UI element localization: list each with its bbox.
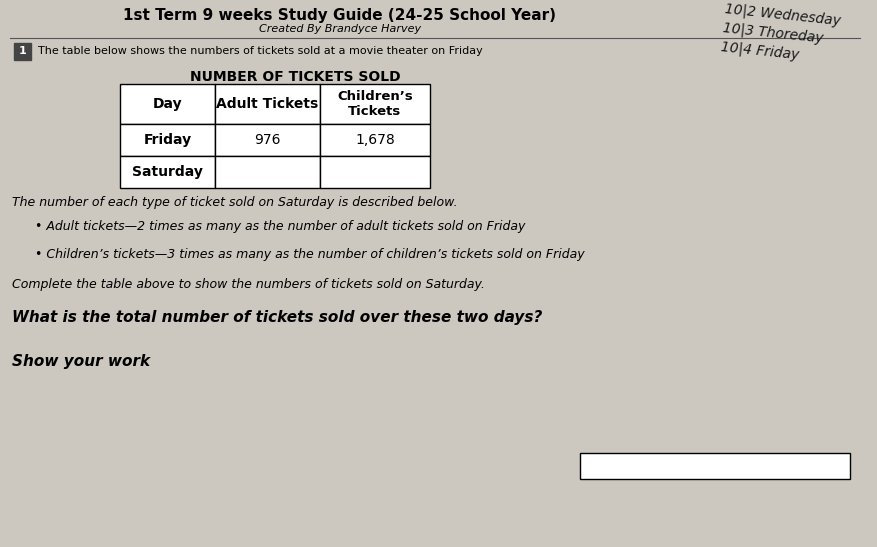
Bar — [215, 84, 319, 124]
Text: Friday: Friday — [143, 133, 191, 147]
Bar — [319, 156, 430, 188]
Bar — [120, 124, 215, 156]
Text: Show your work: Show your work — [12, 354, 150, 369]
Bar — [580, 453, 849, 479]
Bar — [120, 84, 215, 124]
Text: The table below shows the numbers of tickets sold at a movie theater on Friday: The table below shows the numbers of tic… — [38, 46, 482, 56]
Bar — [319, 124, 430, 156]
Bar — [215, 156, 319, 188]
Text: • Adult tickets—2 times as many as the number of adult tickets sold on Friday: • Adult tickets—2 times as many as the n… — [35, 220, 524, 233]
Text: • Children’s tickets—3 times as many as the number of children’s tickets sold on: • Children’s tickets—3 times as many as … — [35, 248, 584, 261]
Bar — [14, 43, 31, 60]
Text: 1st Term 9 weeks Study Guide (24-25 School Year): 1st Term 9 weeks Study Guide (24-25 Scho… — [124, 8, 556, 23]
Text: 10|2 Wednesday
10|3 Thoreday
10|4 Friday: 10|2 Wednesday 10|3 Thoreday 10|4 Friday — [719, 2, 840, 66]
Text: NUMBER OF TICKETS SOLD: NUMBER OF TICKETS SOLD — [189, 70, 400, 84]
Text: What is the total number of tickets sold over these two days?: What is the total number of tickets sold… — [12, 310, 542, 325]
Text: 1,678: 1,678 — [354, 133, 395, 147]
Text: Adult Tickets: Adult Tickets — [216, 97, 318, 111]
Text: The number of each type of ticket sold on Saturday is described below.: The number of each type of ticket sold o… — [12, 196, 457, 209]
Text: Complete the table above to show the numbers of tickets sold on Saturday.: Complete the table above to show the num… — [12, 278, 484, 291]
Text: Created By Brandyce Harvey: Created By Brandyce Harvey — [259, 24, 421, 34]
Text: Children’s
Tickets: Children’s Tickets — [337, 90, 412, 118]
Text: Saturday: Saturday — [132, 165, 203, 179]
Bar — [120, 156, 215, 188]
Bar — [319, 84, 430, 124]
Text: Day: Day — [153, 97, 182, 111]
Bar — [215, 124, 319, 156]
Text: 976: 976 — [254, 133, 281, 147]
Text: 1: 1 — [18, 46, 26, 56]
